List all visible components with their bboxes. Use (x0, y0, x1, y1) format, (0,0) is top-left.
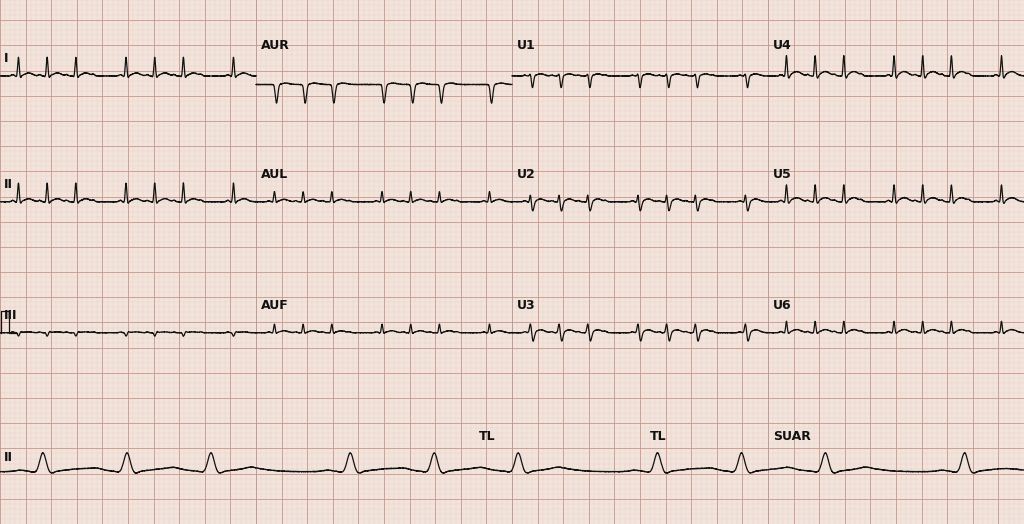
Text: U6: U6 (773, 299, 792, 312)
Text: AUR: AUR (261, 39, 290, 52)
Text: TL: TL (479, 430, 496, 443)
Text: SUAR: SUAR (773, 430, 811, 443)
Text: U1: U1 (517, 39, 536, 52)
Text: U3: U3 (517, 299, 536, 312)
Text: II: II (4, 178, 13, 191)
Text: II: II (4, 451, 13, 464)
Text: U2: U2 (517, 168, 536, 181)
Text: TL: TL (650, 430, 667, 443)
Text: III: III (4, 309, 17, 322)
Text: U4: U4 (773, 39, 792, 52)
Text: AUF: AUF (261, 299, 289, 312)
Text: I: I (4, 52, 8, 66)
Text: AUL: AUL (261, 168, 289, 181)
Text: U5: U5 (773, 168, 792, 181)
